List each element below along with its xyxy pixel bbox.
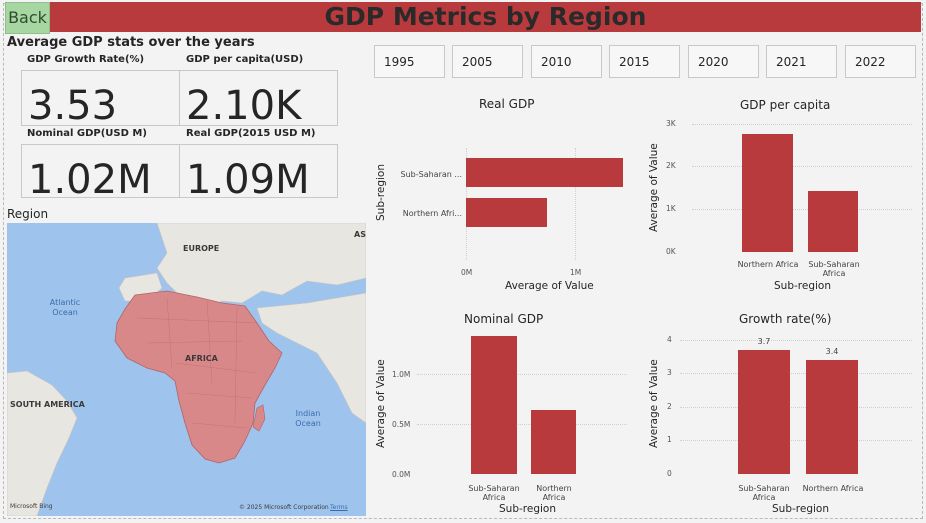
y-axis-title-growth: Average of Value	[648, 359, 660, 448]
chart-title-real-gdp: Real GDP	[479, 97, 535, 111]
cat-label-growth-0: Sub-Saharan Africa	[738, 484, 790, 502]
x-tick-real-gdp-1: 1M	[570, 268, 582, 277]
cat-label-real-gdp-0: Sub-Saharan ...	[400, 170, 463, 179]
kpi-card-nominal[interactable]: 1.02M	[21, 144, 181, 198]
bar-growth-sub-saharan[interactable]	[738, 350, 790, 474]
y-tick-growth-3: 3	[667, 368, 672, 377]
bing-logo: Microsoft Bing	[10, 503, 53, 510]
y-axis-title-per-capita: Average of Value	[648, 143, 660, 232]
kpi-value-per-capita: 2.10K	[186, 83, 302, 126]
kpi-value-real: 1.09M	[186, 157, 310, 198]
cat-label-growth-1: Northern Africa	[802, 484, 864, 493]
chart-title-growth-rate: Growth rate(%)	[739, 312, 832, 326]
y-tick-per-capita-3: 3K	[666, 119, 676, 128]
card-label-growth: GDP Growth Rate(%)	[27, 54, 145, 65]
y-tick-growth-2: 2	[667, 402, 672, 411]
kpi-card-per-capita[interactable]: 2.10K	[179, 70, 338, 126]
map-label-atlantic: Atlantic Ocean	[49, 298, 81, 317]
y-tick-nominal-1: 0.5M	[392, 420, 411, 429]
grid-per-capita-3	[692, 124, 912, 125]
year-button-1995[interactable]: 1995	[374, 45, 445, 78]
cat-label-nominal-1: Northern Africa	[536, 484, 572, 502]
y-tick-nominal-0: 0.0M	[392, 470, 411, 479]
x-tick-real-gdp-0: 0M	[461, 268, 473, 277]
x-axis-title-real-gdp: Average of Value	[505, 280, 594, 292]
year-button-2021[interactable]: 2021	[766, 45, 837, 78]
cat-label-real-gdp-1: Northern Afri...	[402, 209, 462, 218]
map-terms-link[interactable]: Terms	[330, 504, 348, 511]
x-axis-title-per-capita: Sub-region	[774, 280, 831, 292]
chart-title-nominal-gdp: Nominal GDP	[464, 312, 544, 326]
card-label-per-capita: GDP per capita(USD)	[186, 54, 304, 65]
x-axis-title-growth: Sub-region	[772, 503, 829, 515]
back-button[interactable]: Back	[5, 2, 50, 34]
grid-growth-1	[680, 440, 912, 441]
y-tick-per-capita-1: 1K	[666, 204, 676, 213]
y-tick-nominal-2: 1.0M	[392, 370, 411, 379]
kpi-value-growth: 3.53	[28, 83, 118, 126]
bar-real-gdp-sub-saharan[interactable]	[466, 158, 623, 187]
map-label-south-america: SOUTH AMERICA	[10, 400, 85, 409]
x-axis-title-nominal: Sub-region	[499, 503, 556, 515]
grid-per-capita-1	[692, 209, 912, 210]
bar-per-capita-northern[interactable]	[742, 134, 793, 252]
grid-nominal-1	[417, 424, 627, 425]
grid-growth-4	[680, 340, 912, 341]
y-tick-growth-1: 1	[667, 435, 672, 444]
year-button-2010[interactable]: 2010	[531, 45, 602, 78]
map-copyright: © 2025 Microsoft Corporation	[239, 504, 329, 511]
y-tick-growth-0: 0	[667, 469, 672, 478]
cat-label-nominal-0: Sub-Saharan Africa	[468, 484, 520, 502]
card-label-real: Real GDP(2015 USD M)	[186, 128, 316, 139]
page-title: GDP Metrics by Region	[50, 2, 921, 32]
year-button-2005[interactable]: 2005	[452, 45, 523, 78]
region-map[interactable]: EUROPE ASI AFRICA SOUTH AMERICA Atlantic…	[7, 223, 366, 516]
kpi-value-nominal: 1.02M	[28, 157, 152, 198]
bar-nominal-sub-saharan[interactable]	[471, 336, 517, 474]
region-title: Region	[7, 207, 49, 221]
y-axis-title-real-gdp: Sub-region	[375, 164, 387, 221]
grid-per-capita-2	[692, 166, 912, 167]
cat-label-per-capita-0: Northern Africa	[737, 260, 799, 269]
y-tick-growth-4: 4	[667, 335, 672, 344]
map-label-europe: EUROPE	[183, 244, 220, 253]
card-label-nominal: Nominal GDP(USD M)	[27, 128, 147, 139]
map-label-asia: ASI	[354, 230, 366, 239]
bar-growth-northern[interactable]	[806, 360, 858, 474]
bar-real-gdp-northern[interactable]	[466, 198, 547, 227]
year-button-2015[interactable]: 2015	[609, 45, 680, 78]
grid-nominal-2	[417, 374, 627, 375]
kpi-card-real[interactable]: 1.09M	[179, 144, 338, 198]
bar-nominal-northern[interactable]	[531, 410, 576, 474]
cat-label-per-capita-1: Sub-Saharan Africa	[808, 260, 860, 278]
grid-growth-3	[680, 373, 912, 374]
year-button-2020[interactable]: 2020	[688, 45, 759, 78]
grid-real-gdp-1	[575, 148, 576, 260]
data-label-growth-1: 3.4	[825, 347, 839, 356]
grid-growth-2	[680, 407, 912, 408]
chart-title-per-capita: GDP per capita	[740, 98, 831, 112]
y-tick-per-capita-2: 2K	[666, 161, 676, 170]
map-graphic	[7, 223, 366, 516]
stats-title: Average GDP stats over the years	[7, 35, 255, 50]
map-label-africa: AFRICA	[185, 354, 218, 363]
y-tick-per-capita-0: 0K	[666, 247, 676, 256]
map-label-indian: Indian Ocean	[295, 409, 321, 428]
bar-per-capita-sub-saharan[interactable]	[808, 191, 858, 252]
data-label-growth-0: 3.7	[757, 337, 771, 346]
kpi-card-growth[interactable]: 3.53	[21, 70, 181, 126]
y-axis-title-nominal: Average of Value	[375, 359, 387, 448]
year-button-2022[interactable]: 2022	[845, 45, 916, 78]
